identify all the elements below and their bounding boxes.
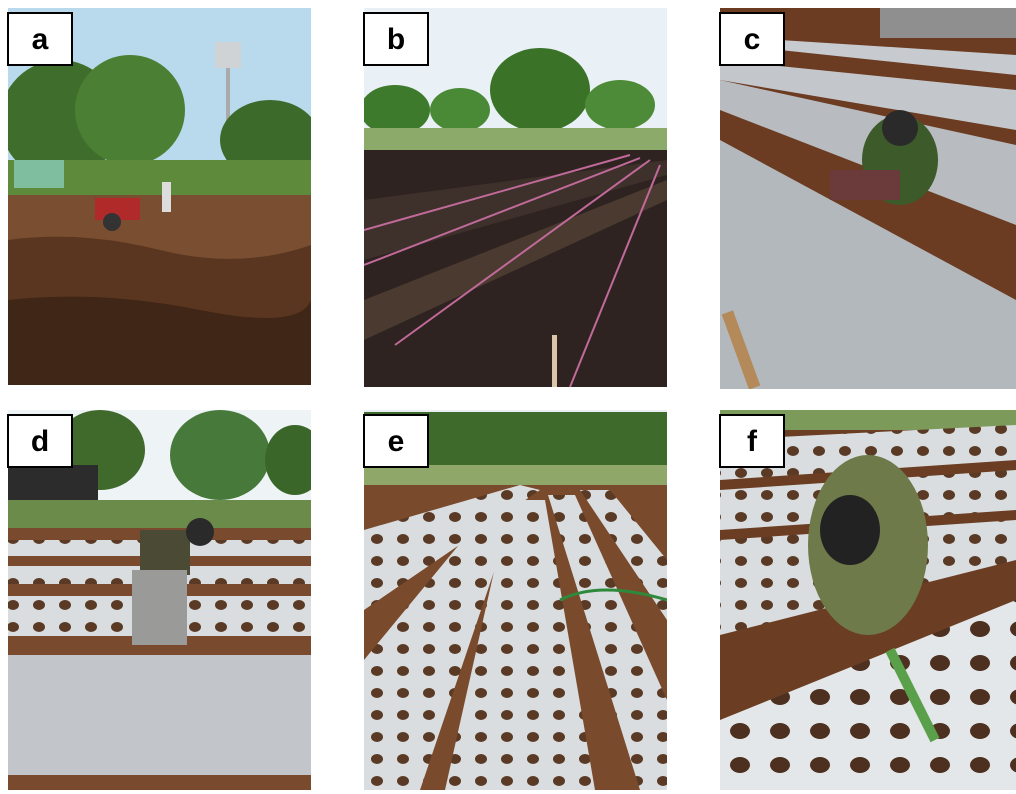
panel-label: a: [32, 23, 49, 56]
photo-e: [364, 410, 667, 790]
photo-c: [720, 8, 1016, 389]
photo-a: [8, 8, 311, 385]
panel-labels: a b c d e f: [7, 12, 785, 468]
label-box: [719, 12, 785, 66]
panel-label: b: [387, 23, 405, 56]
label-box: [363, 12, 429, 66]
panel-label: d: [31, 425, 49, 458]
panel-label: e: [388, 425, 405, 458]
label-box: [719, 414, 785, 468]
label-box: [7, 414, 73, 468]
photo-d: [8, 410, 311, 790]
label-box: [363, 414, 429, 468]
photo-f: [720, 410, 1016, 790]
panel-label: c: [744, 23, 761, 56]
panel-label: f: [747, 425, 758, 458]
photo-b: [364, 8, 667, 387]
label-box: [7, 12, 73, 66]
